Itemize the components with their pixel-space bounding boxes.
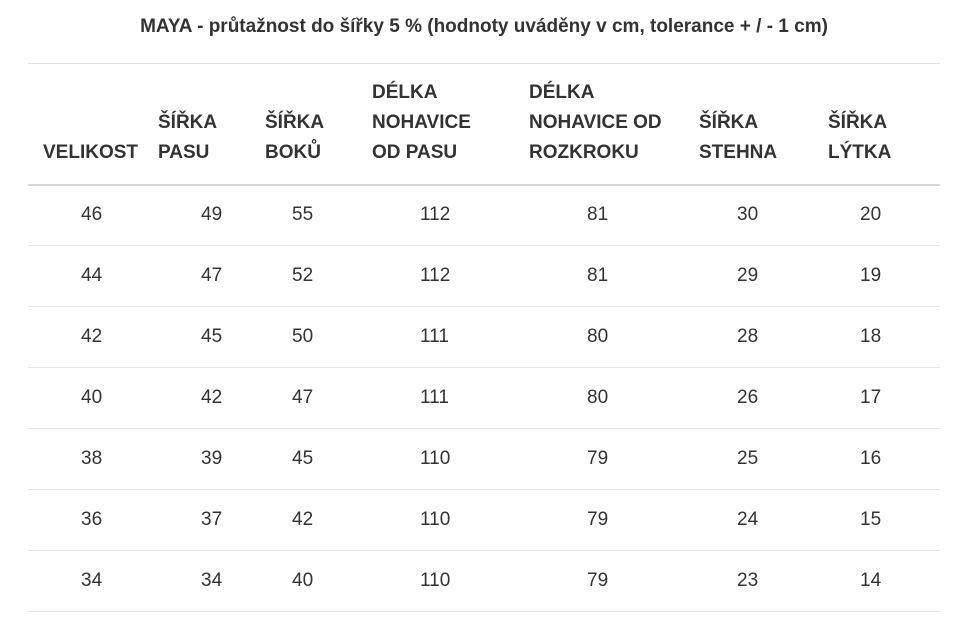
table-cell: 110 <box>420 570 451 591</box>
table-cell: 39 <box>201 448 223 469</box>
table-title: MAYA - průtažnost do šířky 5 % (hodnoty … <box>140 16 828 37</box>
table-cell: 110 <box>420 509 451 530</box>
table-cell: 42 <box>292 509 314 530</box>
table-cell: 29 <box>737 265 759 286</box>
table-cell: 45 <box>292 448 314 469</box>
header-velikost: VELIKOST <box>43 141 139 163</box>
table-cell: 40 <box>292 570 314 591</box>
table-cell: 18 <box>860 326 882 347</box>
table-cell: 36 <box>81 509 103 530</box>
table-cell: 42 <box>201 387 223 408</box>
table-row: 42 45 50 111 80 28 18 <box>28 307 940 368</box>
table-cell: 110 <box>420 448 451 469</box>
table-cell: 28 <box>737 326 759 347</box>
table-cell: 80 <box>587 387 609 408</box>
table-cell: 17 <box>860 387 882 408</box>
table-cell: 23 <box>737 570 759 591</box>
table-cell: 111 <box>420 326 449 347</box>
table-cell: 80 <box>587 326 609 347</box>
table-row: 34 34 40 110 79 23 14 <box>28 551 940 612</box>
table-cell: 42 <box>81 326 103 347</box>
table-cell: 19 <box>860 265 882 286</box>
table-cell: 112 <box>420 265 451 286</box>
table-cell: 20 <box>860 204 882 226</box>
table-cell: 52 <box>292 265 314 286</box>
table-cell: 79 <box>587 509 609 530</box>
table-cell: 37 <box>201 509 223 530</box>
header-sirka-stehna: ŠÍŘKA STEHNA <box>699 111 778 163</box>
table-cell: 44 <box>81 265 103 286</box>
table-row: 38 39 45 110 79 25 16 <box>28 429 940 490</box>
header-row: VELIKOST ŠÍŘKA PASU ŠÍŘKA BOKŮ DÉLKA NOH… <box>28 63 940 185</box>
header-delka-od-rozkroku: DÉLKA NOHAVICE OD ROZKROKU <box>529 81 662 163</box>
table-cell: 24 <box>737 509 759 530</box>
table-cell: 30 <box>737 204 759 226</box>
table-cell: 79 <box>587 570 609 591</box>
table-cell: 79 <box>587 448 609 469</box>
header-sirka-lytka: ŠÍŘKA LÝTKA <box>828 111 892 163</box>
table-cell: 81 <box>587 265 609 286</box>
header-sirka-pasu: ŠÍŘKA PASU <box>158 111 218 163</box>
table-cell: 50 <box>292 326 314 347</box>
table-cell: 40 <box>81 387 103 408</box>
table-cell: 15 <box>860 509 882 530</box>
table-row: 36 37 42 110 79 24 15 <box>28 490 940 551</box>
table-cell: 26 <box>737 387 759 408</box>
table-cell: 81 <box>587 204 609 226</box>
table-cell: 34 <box>201 570 223 591</box>
table-cell: 14 <box>860 570 882 591</box>
table-cell: 47 <box>292 387 314 408</box>
header-sirka-boku: ŠÍŘKA BOKŮ <box>265 111 325 163</box>
table-row: 40 42 47 111 80 26 17 <box>28 368 940 429</box>
header-delka-od-pasu: DÉLKA NOHAVICE OD PASU <box>372 81 471 163</box>
table-cell: 46 <box>81 204 103 226</box>
table-cell: 112 <box>420 204 451 226</box>
table-cell: 38 <box>81 448 103 469</box>
size-table: VELIKOST ŠÍŘKA PASU ŠÍŘKA BOKŮ DÉLKA NOH… <box>28 63 940 612</box>
table-cell: 49 <box>201 204 223 226</box>
table-cell: 25 <box>737 448 759 469</box>
table-cell: 47 <box>201 265 223 286</box>
table-row: 46 49 55 112 81 30 20 <box>28 185 940 246</box>
table-cell: 111 <box>420 387 449 408</box>
table-row: 44 47 52 112 81 29 19 <box>28 246 940 307</box>
table-cell: 45 <box>201 326 223 347</box>
table-cell: 55 <box>292 204 314 226</box>
table-cell: 16 <box>860 448 882 469</box>
table-cell: 34 <box>81 570 103 591</box>
